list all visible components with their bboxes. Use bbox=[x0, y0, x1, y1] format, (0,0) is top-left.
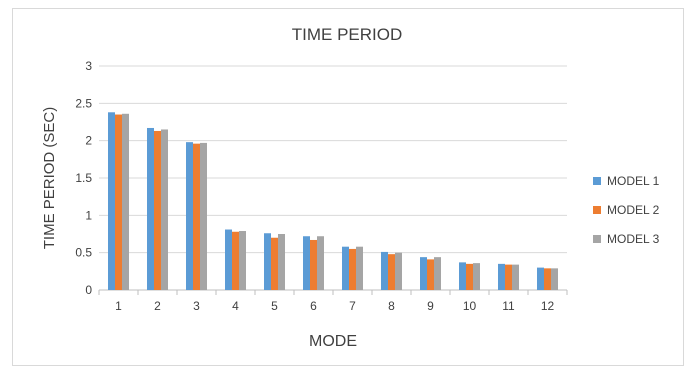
legend-swatch bbox=[593, 206, 601, 214]
bar bbox=[512, 264, 519, 290]
y-axis-title: TIME PERIOD (SEC) bbox=[41, 107, 58, 250]
bar bbox=[420, 257, 427, 290]
legend-label: MODEL 1 bbox=[607, 174, 660, 188]
bar bbox=[544, 268, 551, 290]
y-tick-label: 1.5 bbox=[75, 171, 92, 185]
bar bbox=[498, 263, 505, 290]
y-tick-label: 3 bbox=[85, 59, 92, 73]
bar bbox=[473, 263, 480, 290]
bar bbox=[459, 262, 466, 290]
legend-swatch bbox=[593, 235, 601, 243]
bar bbox=[186, 142, 193, 290]
x-tick-label: 3 bbox=[193, 299, 200, 313]
x-tick-label: 8 bbox=[388, 299, 395, 313]
bar bbox=[342, 246, 349, 290]
bar bbox=[349, 248, 356, 290]
bar bbox=[427, 259, 434, 290]
x-tick-label: 12 bbox=[541, 299, 555, 313]
legend: MODEL 1 MODEL 2 MODEL 3 bbox=[593, 174, 660, 246]
x-tick-label: 6 bbox=[310, 299, 317, 313]
bar bbox=[147, 127, 154, 291]
legend-swatch bbox=[593, 177, 601, 185]
bar bbox=[303, 236, 310, 290]
bar bbox=[161, 129, 168, 290]
x-tick-label: 1 bbox=[115, 299, 122, 313]
bar bbox=[317, 236, 324, 290]
y-tick-label: 0 bbox=[85, 283, 92, 297]
bar bbox=[551, 268, 558, 290]
x-tick-label: 2 bbox=[154, 299, 161, 313]
bar bbox=[505, 264, 512, 290]
bar bbox=[115, 114, 122, 291]
tick-labels: 00.511.522.531 2 3 4 5 6 7 8 9 10 11 12 bbox=[75, 59, 554, 313]
x-tick-label: 9 bbox=[427, 299, 434, 313]
x-axis-title: MODE bbox=[309, 333, 357, 350]
bar bbox=[154, 130, 161, 290]
bar bbox=[356, 246, 363, 290]
bar bbox=[310, 239, 317, 290]
bar bbox=[193, 143, 200, 290]
bar bbox=[537, 267, 544, 290]
y-tick-label: 1 bbox=[85, 208, 92, 222]
bar bbox=[434, 257, 441, 290]
bar bbox=[239, 231, 246, 290]
bar bbox=[122, 113, 129, 290]
y-tick-label: 2.5 bbox=[75, 96, 92, 110]
bar bbox=[232, 231, 239, 290]
chart-title: TIME PERIOD bbox=[292, 25, 403, 44]
bar bbox=[278, 234, 285, 290]
bar bbox=[200, 142, 207, 290]
x-tick-label: 5 bbox=[271, 299, 278, 313]
gridlines bbox=[98, 65, 568, 295]
bar bbox=[264, 233, 271, 290]
bar bbox=[225, 229, 232, 290]
legend-label: MODEL 3 bbox=[607, 232, 660, 246]
y-tick-label: 0.5 bbox=[75, 246, 92, 260]
bars bbox=[108, 112, 558, 291]
bar bbox=[395, 252, 402, 290]
bar bbox=[388, 254, 395, 290]
x-tick-label: 4 bbox=[232, 299, 239, 313]
bar bbox=[466, 263, 473, 290]
bar bbox=[271, 237, 278, 290]
y-tick-label: 2 bbox=[85, 134, 92, 148]
legend-label: MODEL 2 bbox=[607, 203, 660, 217]
x-tick-label: 10 bbox=[463, 299, 477, 313]
x-tick-label: 7 bbox=[349, 299, 356, 313]
bar bbox=[108, 112, 115, 290]
x-tick-label: 11 bbox=[502, 299, 515, 313]
bar bbox=[381, 251, 388, 290]
